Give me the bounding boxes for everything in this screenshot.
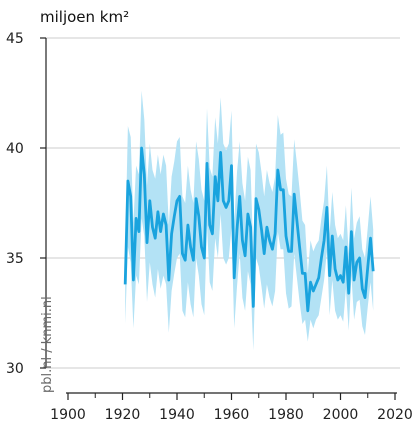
x-tick-2000: 2000 xyxy=(323,393,359,423)
x-tick-1980: 1980 xyxy=(268,393,304,423)
series-line xyxy=(123,146,375,313)
y-tick-label-35: 35 xyxy=(6,251,24,267)
y-tick-label-30: 30 xyxy=(6,361,24,377)
x-tick-1960: 1960 xyxy=(214,393,250,423)
series-line-path xyxy=(123,146,375,313)
y-tick-45: 45 xyxy=(6,31,46,47)
x-tick-label-1940: 1940 xyxy=(159,407,195,423)
x-tick-1940: 1940 xyxy=(159,393,195,423)
y-tick-35: 35 xyxy=(6,251,46,267)
x-tick-1900: 1900 xyxy=(50,393,86,423)
x-tick-1920: 1920 xyxy=(105,393,141,423)
x-tick-label-1980: 1980 xyxy=(268,407,304,423)
y-tick-30: 30 xyxy=(6,361,46,377)
y-ticks: 30 35 40 45 xyxy=(6,31,46,377)
y-tick-label-40: 40 xyxy=(6,141,24,157)
x-tick-label-1920: 1920 xyxy=(105,407,141,423)
y-tick-40: 40 xyxy=(6,141,46,157)
x-ticks: 1900 1920 1940 1960 1980 2000 2020 xyxy=(50,393,413,423)
x-tick-label-2000: 2000 xyxy=(323,407,359,423)
x-tick-2020: 2020 xyxy=(377,393,413,423)
y-axis-unit-label: miljoen km² xyxy=(40,8,130,26)
source-watermark: pbl.nl / knmi.nl xyxy=(40,296,55,393)
x-tick-label-2020: 2020 xyxy=(377,407,413,423)
y-tick-label-45: 45 xyxy=(6,31,24,47)
x-tick-label-1900: 1900 xyxy=(50,407,86,423)
x-tick-label-1960: 1960 xyxy=(214,407,250,423)
